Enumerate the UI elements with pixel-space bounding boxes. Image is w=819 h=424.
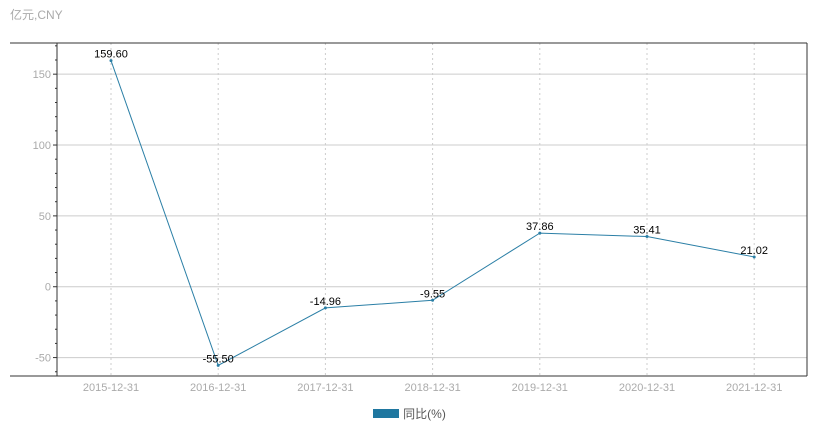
data-point: [752, 255, 756, 259]
data-point: [431, 298, 435, 302]
legend[interactable]: 同比(%): [0, 405, 819, 422]
data-label: 37.86: [526, 221, 554, 233]
data-label: 35.41: [633, 225, 661, 237]
unit-label: 亿元,CNY: [10, 8, 63, 22]
data-point: [538, 231, 542, 235]
y-tick-label: 150: [33, 69, 51, 81]
x-tick-label: 2016-12-31: [190, 382, 246, 394]
data-point: [645, 235, 649, 239]
y-tick-label: -50: [35, 353, 51, 365]
x-tick-label: 2020-12-31: [619, 382, 675, 394]
y-tick-label: 0: [45, 282, 51, 294]
data-point: [109, 59, 113, 63]
legend-label: 同比(%): [403, 407, 446, 421]
legend-swatch: [373, 409, 400, 418]
line-chart: -50 0 50 100 150 2015-12-31 2016-12-31 2017-12-…: [10, 42, 808, 394]
x-tick-label: 2018-12-31: [404, 382, 460, 394]
x-tick-label: 2015-12-31: [83, 382, 139, 394]
data-point: [216, 363, 220, 367]
data-label: -9.55: [420, 288, 445, 300]
data-label: 21.02: [740, 245, 768, 257]
y-tick-label: 100: [33, 140, 51, 152]
data-point: [323, 306, 327, 310]
x-tick-label: 2021-12-31: [726, 382, 782, 394]
x-tick-label: 2019-12-31: [512, 382, 568, 394]
y-tick-label: 50: [39, 211, 51, 223]
x-tick-label: 2017-12-31: [297, 382, 353, 394]
data-label: 159.60: [94, 49, 128, 61]
data-label: -14.96: [310, 296, 341, 308]
data-label: -55.50: [203, 353, 234, 365]
